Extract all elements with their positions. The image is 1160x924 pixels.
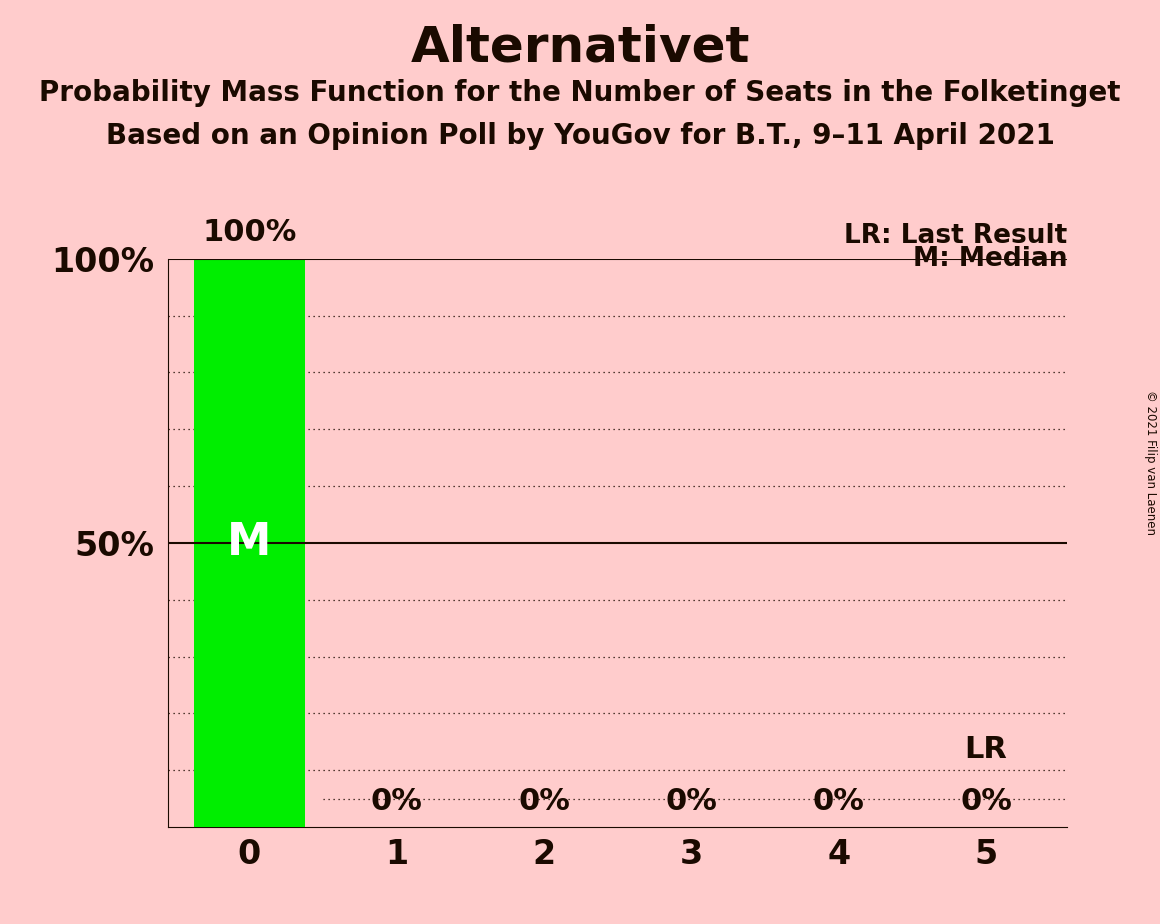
Text: M: M [227,521,271,565]
Bar [194,259,305,827]
Text: © 2021 Filip van Laenen: © 2021 Filip van Laenen [1144,390,1157,534]
Text: M: Median: M: Median [913,246,1067,272]
Text: Alternativet: Alternativet [411,23,749,71]
Text: 0%: 0% [813,786,864,816]
Text: 0%: 0% [666,786,717,816]
Text: LR: LR [965,736,1008,764]
Text: 100%: 100% [202,218,297,248]
Text: Based on an Opinion Poll by YouGov for B.T., 9–11 April 2021: Based on an Opinion Poll by YouGov for B… [106,122,1054,150]
Text: LR: Last Result: LR: Last Result [844,223,1067,249]
Text: Probability Mass Function for the Number of Seats in the Folketinget: Probability Mass Function for the Number… [39,79,1121,106]
Text: 0%: 0% [371,786,422,816]
Text: 0%: 0% [519,786,570,816]
Text: 0%: 0% [960,786,1012,816]
